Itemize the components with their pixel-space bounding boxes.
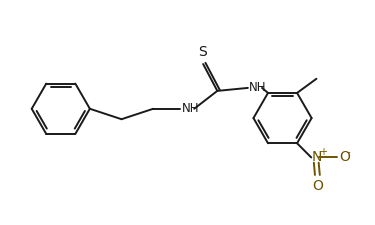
Text: +: + bbox=[320, 147, 327, 157]
Text: -: - bbox=[346, 147, 350, 157]
Text: O: O bbox=[312, 179, 322, 194]
Text: N: N bbox=[312, 151, 322, 164]
Text: NH: NH bbox=[182, 102, 199, 115]
Text: O: O bbox=[339, 151, 350, 164]
Text: NH: NH bbox=[249, 81, 267, 94]
Text: S: S bbox=[198, 45, 207, 59]
